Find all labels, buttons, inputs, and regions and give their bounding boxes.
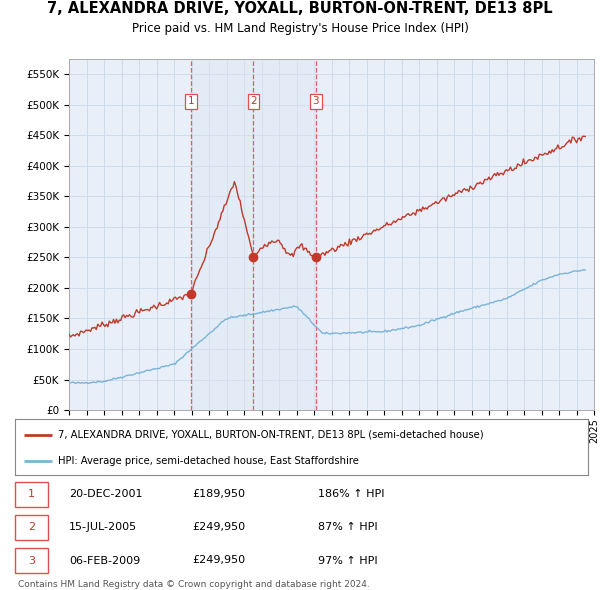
Text: 06-FEB-2009: 06-FEB-2009 <box>69 556 140 565</box>
Text: £249,950: £249,950 <box>192 523 245 532</box>
Text: 3: 3 <box>313 96 319 106</box>
Text: 20-DEC-2001: 20-DEC-2001 <box>69 490 143 499</box>
Text: 97% ↑ HPI: 97% ↑ HPI <box>318 556 377 565</box>
Text: 1: 1 <box>28 490 35 499</box>
Text: £189,950: £189,950 <box>192 490 245 499</box>
Text: 7, ALEXANDRA DRIVE, YOXALL, BURTON-ON-TRENT, DE13 8PL: 7, ALEXANDRA DRIVE, YOXALL, BURTON-ON-TR… <box>47 1 553 16</box>
Text: Contains HM Land Registry data © Crown copyright and database right 2024.
This d: Contains HM Land Registry data © Crown c… <box>18 580 370 590</box>
Text: Price paid vs. HM Land Registry's House Price Index (HPI): Price paid vs. HM Land Registry's House … <box>131 22 469 35</box>
Text: 186% ↑ HPI: 186% ↑ HPI <box>318 490 385 499</box>
Bar <box>253 59 316 410</box>
Text: 3: 3 <box>28 556 35 565</box>
Text: 2: 2 <box>28 523 35 532</box>
Text: 15-JUL-2005: 15-JUL-2005 <box>69 523 137 532</box>
Text: HPI: Average price, semi-detached house, East Staffordshire: HPI: Average price, semi-detached house,… <box>58 456 359 466</box>
Text: 1: 1 <box>187 96 194 106</box>
Bar <box>191 59 253 410</box>
Text: £249,950: £249,950 <box>192 556 245 565</box>
Text: 2: 2 <box>250 96 257 106</box>
Text: 87% ↑ HPI: 87% ↑ HPI <box>318 523 377 532</box>
Text: 7, ALEXANDRA DRIVE, YOXALL, BURTON-ON-TRENT, DE13 8PL (semi-detached house): 7, ALEXANDRA DRIVE, YOXALL, BURTON-ON-TR… <box>58 430 484 440</box>
